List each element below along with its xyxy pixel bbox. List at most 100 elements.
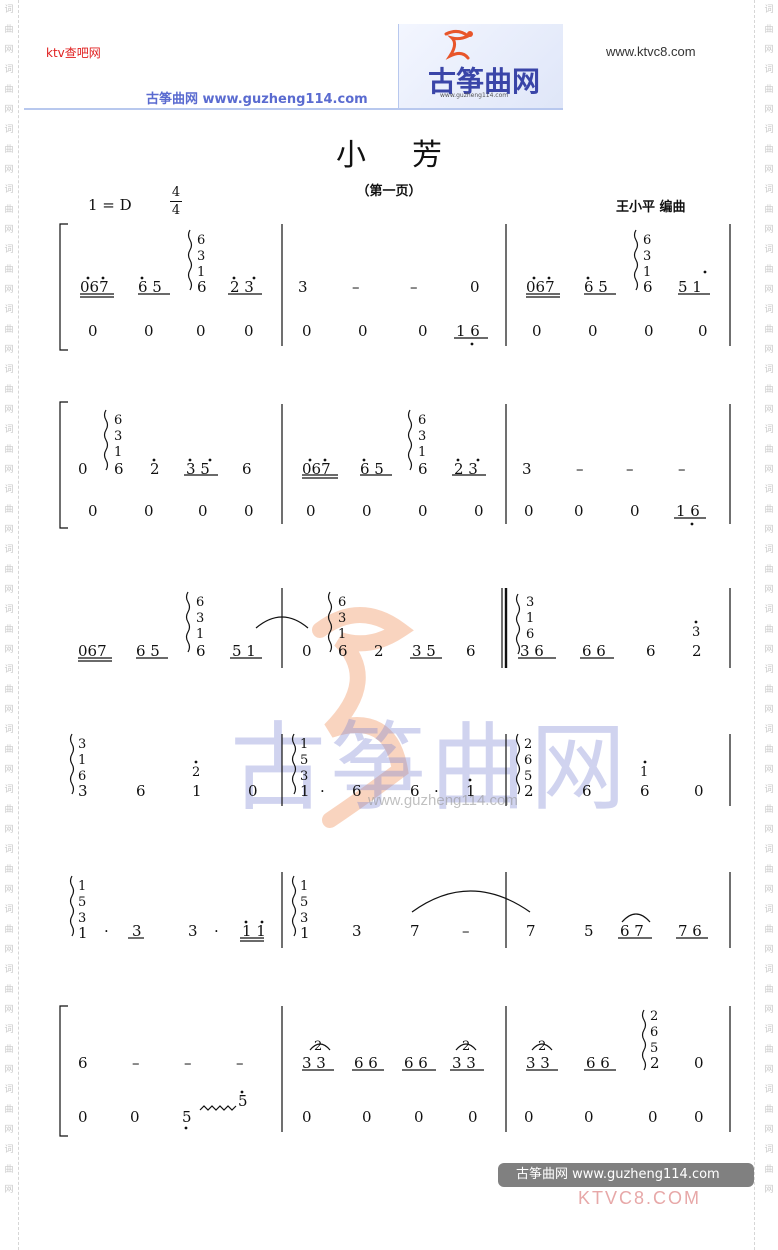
svg-text:0: 0 [130,1108,140,1126]
key-signature: 1 = D [88,196,132,214]
svg-text:7 6: 7 6 [678,922,702,940]
side-watermark-glyph: 曲 [4,865,14,875]
svg-text:2: 2 [538,1039,546,1054]
svg-text:2: 2 [150,460,160,478]
svg-text:0: 0 [248,782,258,800]
svg-text:2: 2 [374,642,384,660]
side-watermark-glyph: 网 [764,105,774,115]
side-watermark-glyph: 曲 [4,385,14,395]
side-watermark-glyph: 曲 [764,325,774,335]
svg-text:1 6: 1 6 [676,502,700,520]
svg-text:0: 0 [694,1054,704,1072]
svg-text:1 6: 1 6 [456,322,480,340]
side-watermark-glyph: 词 [4,1025,14,1035]
svg-text:5: 5 [300,753,308,768]
side-watermark-glyph: 词 [4,1145,14,1155]
svg-text:6 5: 6 5 [360,460,384,478]
ktv-site-label: ktv查吧网 [46,46,101,60]
svg-text:067: 067 [78,642,107,660]
side-watermark-glyph: 网 [764,525,774,535]
svg-text:0: 0 [88,502,98,520]
svg-text:1: 1 [114,445,122,460]
side-watermark-glyph: 词 [764,1025,774,1035]
side-watermark-glyph: 曲 [764,745,774,755]
side-watermark-glyph: 曲 [4,325,14,335]
svg-text:0: 0 [244,322,254,340]
svg-text:1: 1 [418,445,426,460]
svg-text:5 1: 5 1 [678,278,702,296]
svg-text:1: 1 [192,782,202,800]
side-watermark-glyph: 词 [4,845,14,855]
svg-text:3 5: 3 5 [186,460,210,478]
svg-text:6: 6 [526,627,534,642]
svg-text:2: 2 [314,1039,322,1054]
svg-text:0: 0 [630,502,640,520]
svg-text:1: 1 [78,753,86,768]
logo-title: 古筝曲网 [428,65,541,98]
side-watermark-glyph: 网 [4,885,14,895]
side-watermark-glyph: 网 [764,285,774,295]
guzheng-site-line: 古筝曲网 www.guzheng114.com [146,92,368,107]
side-watermark-glyph: 词 [4,65,14,75]
side-watermark-glyph: 曲 [4,1105,14,1115]
svg-text:3: 3 [114,429,122,444]
side-watermark-glyph: 网 [4,705,14,715]
svg-text:0: 0 [302,1108,312,1126]
side-watermark-glyph: 网 [4,1185,14,1195]
side-watermark-glyph: 曲 [764,505,774,515]
side-watermark-right: 词曲网词曲网词曲网词曲网词曲网词曲网词曲网词曲网词曲网词曲网词曲网词曲网词曲网词… [762,0,776,1250]
side-watermark-glyph: 词 [4,785,14,795]
svg-text:0: 0 [470,278,480,296]
side-watermark-glyph: 词 [764,65,774,75]
watermark-zheng-icon [312,607,414,828]
time-sig-top: 4 [171,185,181,200]
svg-text:6: 6 [643,233,651,248]
side-watermark-glyph: 曲 [764,625,774,635]
logo-banner [398,24,563,110]
svg-text:0: 0 [588,322,598,340]
system-bracket [59,1005,68,1137]
side-watermark-glyph: 曲 [4,985,14,995]
side-watermark-glyph: 曲 [764,1165,774,1175]
svg-text:0: 0 [144,322,154,340]
svg-text:1: 1 [300,782,310,800]
svg-text:3: 3 [196,611,204,626]
side-watermark-glyph: 网 [4,225,14,235]
side-watermark-glyph: 词 [764,485,774,495]
side-watermark-glyph: 曲 [4,25,14,35]
side-watermark-glyph: 网 [764,165,774,175]
svg-text:3 3: 3 3 [302,1054,326,1072]
side-watermark-glyph: 词 [4,605,14,615]
svg-text:0: 0 [302,642,312,660]
side-watermark-glyph: 网 [4,525,14,535]
side-watermark-glyph: 网 [764,345,774,355]
svg-text:2: 2 [524,737,532,752]
side-watermark-glyph: 网 [4,345,14,355]
side-rule-left [18,0,19,1250]
svg-text:1: 1 [196,627,204,642]
side-watermark-glyph: 网 [764,465,774,475]
svg-text:5 1: 5 1 [232,642,256,660]
time-sig-bottom: 4 [171,203,181,218]
side-watermark-glyph: 词 [4,1085,14,1095]
side-watermark-glyph: 词 [4,5,14,15]
svg-text:6 5: 6 5 [138,278,162,296]
svg-text:6: 6 [418,460,428,478]
svg-text:0: 0 [524,1108,534,1126]
svg-text:3: 3 [197,249,205,264]
side-watermark-glyph: 网 [4,165,14,175]
side-watermark-glyph: 词 [764,1145,774,1155]
side-watermark-glyph: 网 [764,1065,774,1075]
svg-text:2: 2 [524,782,534,800]
svg-text:3: 3 [78,737,86,752]
svg-text:1: 1 [197,265,205,280]
svg-text:0: 0 [244,502,254,520]
svg-text:6: 6 [78,769,86,784]
svg-text:–: – [410,278,418,296]
side-watermark-glyph: 词 [764,545,774,555]
svg-text:0: 0 [644,322,654,340]
side-watermark-glyph: 词 [4,725,14,735]
svg-text:6 6: 6 6 [582,642,606,660]
side-watermark-glyph: 曲 [4,205,14,215]
side-watermark-glyph: 网 [764,585,774,595]
